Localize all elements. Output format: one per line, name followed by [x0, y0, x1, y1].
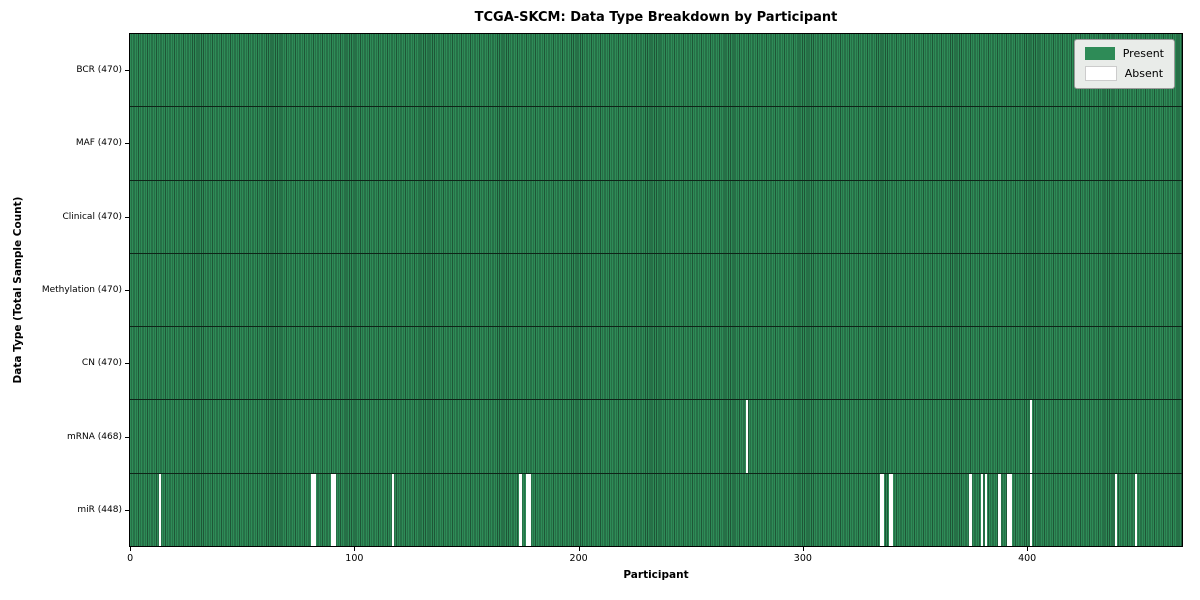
absent-stripe — [985, 473, 988, 546]
x-tick-mark — [130, 547, 132, 551]
x-tick-mark — [1027, 547, 1029, 551]
absent-stripe — [1007, 473, 1010, 546]
y-tick-mark — [125, 143, 129, 145]
absent-stripe — [891, 473, 894, 546]
x-tick-mark — [802, 547, 804, 551]
x-tick-label: 200 — [569, 553, 588, 564]
absent-stripe — [391, 473, 395, 546]
absent-stripe — [1114, 473, 1118, 546]
y-tick-labels: BCR (470) MAF (470) Clinical (470) Methylat… — [0, 33, 122, 547]
absent-stripe — [526, 473, 529, 546]
y-tick-label: MAF (470) — [75, 138, 122, 149]
absent-stripe — [313, 473, 316, 546]
x-tick-mark — [578, 547, 580, 551]
absent-stripe — [969, 473, 972, 546]
x-tick-mark — [354, 547, 356, 551]
legend-item-absent: Absent — [1084, 66, 1164, 81]
y-tick-label: CN (470) — [81, 358, 122, 369]
y-tick-mark — [125, 363, 129, 365]
present-swatch-icon — [1084, 47, 1115, 60]
heatmap-rows — [130, 34, 1182, 546]
heatmap-row-Methylation — [130, 253, 1182, 328]
absent-swatch-icon — [1084, 66, 1117, 81]
heatmap-row-miR — [130, 473, 1182, 546]
absent-stripe — [980, 473, 983, 546]
y-tick-mark — [125, 436, 129, 438]
chart-title: TCGA-SKCM: Data Type Breakdown by Partic… — [474, 10, 838, 25]
x-axis-label: Participant — [623, 569, 689, 581]
y-tick-mark — [125, 290, 129, 291]
y-tick-label: Methylation (470) — [41, 284, 122, 295]
y-tick-label: mRNA (468) — [67, 431, 122, 442]
absent-stripe — [331, 473, 334, 546]
plot-area: Present Absent — [129, 33, 1183, 547]
absent-stripe — [998, 473, 1001, 546]
absent-stripe — [888, 473, 892, 546]
y-tick-label: Clinical (470) — [62, 211, 122, 222]
absent-stripe — [1009, 473, 1012, 546]
heatmap-row-MAF — [130, 107, 1182, 181]
heatmap-row-CN — [130, 327, 1182, 401]
absent-stripe — [159, 473, 162, 546]
absent-stripe — [1029, 400, 1033, 473]
y-tick-label: BCR (470) — [76, 64, 122, 75]
legend-label-present: Present — [1122, 47, 1164, 60]
y-tick-mark — [125, 510, 129, 512]
absent-stripe — [882, 473, 885, 546]
heatmap-row-BCR — [130, 34, 1182, 108]
absent-stripe — [1029, 473, 1033, 546]
absent-stripe — [879, 473, 883, 546]
heatmap-row-mRNA — [130, 400, 1182, 474]
y-tick-label: miR (448) — [77, 505, 122, 516]
absent-stripe — [311, 473, 314, 546]
absent-stripe — [1134, 473, 1138, 546]
x-tick-label: 300 — [793, 553, 812, 564]
absent-stripe — [519, 473, 522, 546]
x-tick-label: 400 — [1018, 553, 1037, 564]
heatmap-row-Clinical — [130, 180, 1182, 254]
absent-stripe — [745, 400, 748, 473]
legend: Present Absent — [1073, 39, 1175, 89]
absent-stripe — [333, 473, 337, 546]
y-tick-mark — [125, 216, 129, 218]
x-tick-label: 100 — [345, 553, 364, 564]
absent-stripe — [528, 473, 531, 546]
y-tick-mark — [125, 69, 129, 71]
x-tick-label: 0 — [127, 553, 134, 564]
x-tick-labels: 0 100 200 300 400 — [127, 547, 1183, 569]
legend-label-absent: Absent — [1124, 67, 1164, 80]
legend-item-present: Present — [1084, 47, 1164, 60]
